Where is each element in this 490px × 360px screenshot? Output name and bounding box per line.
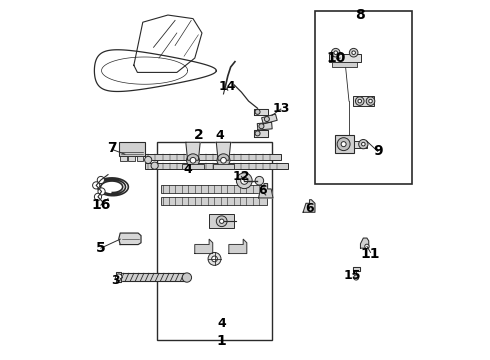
Polygon shape — [259, 184, 273, 198]
Circle shape — [259, 124, 264, 129]
Circle shape — [220, 157, 226, 163]
Text: 2: 2 — [194, 128, 203, 142]
Circle shape — [255, 176, 264, 185]
Circle shape — [208, 252, 221, 265]
Text: 16: 16 — [91, 198, 111, 212]
Polygon shape — [186, 142, 200, 160]
Text: 10: 10 — [327, 51, 346, 65]
Bar — [182, 164, 204, 169]
Polygon shape — [95, 50, 216, 91]
Bar — [315, 12, 412, 184]
Circle shape — [352, 51, 355, 54]
Text: 7: 7 — [107, 141, 117, 155]
Polygon shape — [195, 239, 213, 253]
Circle shape — [354, 275, 359, 280]
Polygon shape — [262, 114, 277, 124]
Text: 11: 11 — [361, 247, 380, 261]
Bar — [332, 62, 357, 67]
Bar — [119, 142, 145, 156]
Bar — [157, 142, 272, 339]
Circle shape — [334, 51, 338, 54]
Circle shape — [217, 154, 230, 167]
Text: 1: 1 — [217, 334, 226, 348]
Bar — [161, 185, 267, 193]
Circle shape — [355, 97, 364, 105]
Circle shape — [212, 256, 218, 262]
Circle shape — [359, 139, 368, 149]
Text: 12: 12 — [233, 170, 250, 183]
Text: 6: 6 — [259, 184, 267, 197]
Circle shape — [331, 48, 340, 57]
Text: 9: 9 — [373, 144, 383, 158]
Circle shape — [241, 177, 248, 184]
Polygon shape — [361, 238, 368, 248]
Text: 13: 13 — [272, 102, 290, 115]
Bar — [145, 154, 281, 160]
Circle shape — [362, 142, 365, 146]
Circle shape — [182, 273, 192, 282]
Bar — [213, 164, 234, 169]
Bar — [128, 156, 135, 161]
Circle shape — [220, 219, 224, 224]
Polygon shape — [254, 109, 269, 115]
Text: 5: 5 — [96, 241, 106, 255]
Polygon shape — [254, 130, 269, 136]
Polygon shape — [116, 272, 122, 282]
Circle shape — [236, 173, 252, 189]
Circle shape — [349, 48, 358, 57]
Bar — [145, 163, 288, 169]
Text: 15: 15 — [344, 269, 361, 282]
Circle shape — [368, 99, 372, 103]
Polygon shape — [216, 142, 231, 160]
Bar — [209, 214, 234, 228]
Circle shape — [190, 157, 196, 163]
Circle shape — [151, 162, 158, 169]
Polygon shape — [119, 233, 141, 244]
Circle shape — [265, 117, 270, 122]
Circle shape — [98, 188, 105, 195]
Circle shape — [341, 141, 346, 147]
Circle shape — [93, 182, 100, 189]
Polygon shape — [353, 267, 360, 271]
Circle shape — [337, 138, 350, 150]
Polygon shape — [229, 239, 247, 253]
Text: 4: 4 — [218, 317, 226, 330]
Text: 14: 14 — [219, 80, 236, 93]
Bar — [119, 273, 185, 281]
Circle shape — [255, 109, 260, 114]
Bar — [137, 156, 143, 161]
Circle shape — [255, 131, 260, 136]
Bar — [161, 197, 267, 205]
Polygon shape — [303, 200, 315, 212]
Bar — [354, 140, 367, 148]
Polygon shape — [134, 15, 202, 72]
Circle shape — [216, 216, 227, 226]
Polygon shape — [257, 122, 272, 130]
Text: 4: 4 — [216, 129, 224, 142]
Circle shape — [366, 97, 375, 105]
Text: 8: 8 — [355, 8, 365, 22]
Circle shape — [187, 154, 199, 167]
Circle shape — [116, 274, 122, 280]
Text: 3: 3 — [112, 274, 120, 287]
Text: 6: 6 — [305, 202, 314, 215]
Circle shape — [95, 193, 101, 201]
Circle shape — [358, 99, 362, 103]
Circle shape — [365, 244, 369, 248]
Bar — [335, 135, 354, 153]
Circle shape — [97, 176, 104, 184]
Circle shape — [145, 156, 152, 163]
Text: 4: 4 — [183, 163, 192, 176]
Bar — [353, 96, 374, 107]
Bar — [329, 54, 361, 62]
Bar — [120, 156, 126, 161]
